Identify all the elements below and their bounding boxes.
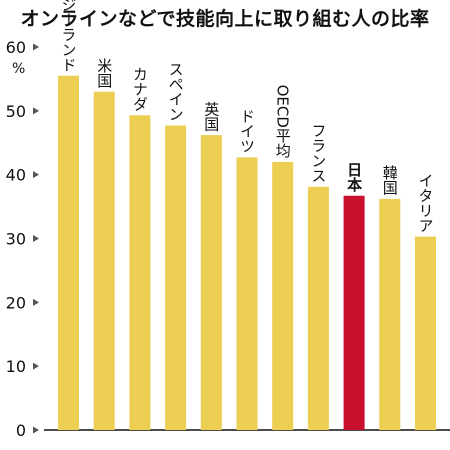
bar-0: [58, 75, 79, 430]
category-label: ニュージーランド: [60, 0, 78, 72]
bar-5: [236, 157, 258, 430]
bar-7: [307, 186, 329, 430]
category-label: フランス: [309, 123, 327, 183]
y-tick-marker: [33, 362, 39, 370]
y-tick-marker: [33, 426, 39, 434]
category-label: 米国: [95, 58, 113, 88]
category-label: ドイツ: [238, 108, 256, 153]
y-tick-marker: [33, 43, 39, 51]
y-tick-label: 30: [6, 230, 26, 249]
category-label: イタリア: [417, 173, 435, 233]
chart-title: オンラインなどで技能向上に取り組む人の比率: [20, 8, 430, 30]
category-label: 英国: [202, 100, 220, 131]
y-unit-label: %: [12, 61, 25, 77]
y-tick-label: 50: [6, 102, 26, 121]
y-tick-label: 40: [6, 166, 26, 185]
bar-10: [415, 236, 436, 430]
category-label: カナダ: [131, 66, 149, 111]
y-tick-marker: [33, 298, 39, 306]
y-tick-label: 0: [16, 421, 26, 440]
y-tick-marker: [33, 171, 39, 179]
category-label: OECD平均: [274, 85, 292, 160]
bar-2: [129, 115, 151, 430]
bar-3: [165, 125, 187, 430]
y-tick-label: 60: [6, 38, 26, 57]
y-tick-label: 20: [6, 293, 26, 312]
bar-8: [343, 195, 365, 430]
bar-4: [200, 135, 222, 430]
category-label: 日本: [345, 162, 363, 193]
category-label: 韓国: [381, 165, 399, 195]
bar-9: [379, 198, 401, 430]
bar-1: [93, 91, 115, 430]
y-tick-marker: [33, 235, 39, 242]
category-label: スペイン: [167, 62, 185, 122]
bar-6: [272, 161, 294, 430]
y-tick-marker: [33, 107, 39, 115]
y-tick-label: 10: [6, 357, 26, 376]
